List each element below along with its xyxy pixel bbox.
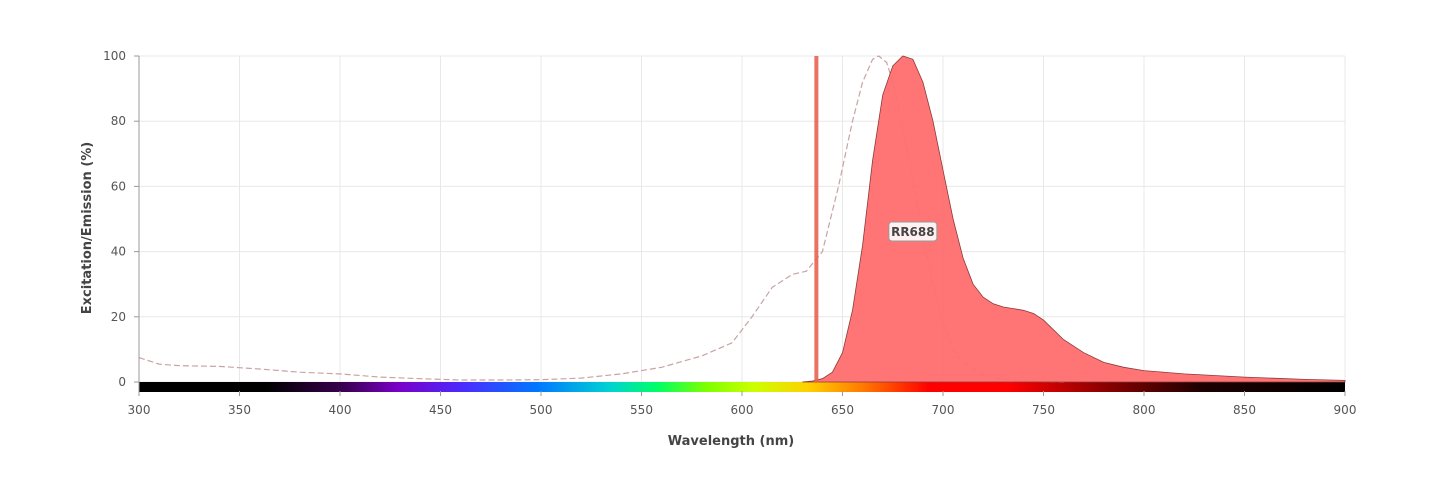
x-tick-label: 850 xyxy=(1233,403,1256,417)
x-tick-label: 900 xyxy=(1334,403,1357,417)
grid-lines xyxy=(138,55,1346,383)
x-tick-label: 800 xyxy=(1133,403,1156,417)
x-tick-label: 450 xyxy=(429,403,452,417)
x-axis-title: Wavelength (nm) xyxy=(668,434,794,449)
y-tick-label: 100 xyxy=(103,49,126,63)
x-tick-label: 750 xyxy=(1032,403,1055,417)
series-label: RR688 xyxy=(888,221,938,242)
y-axis-title: Excitation/Emission (%) xyxy=(80,142,95,314)
x-tick-label: 600 xyxy=(731,403,754,417)
series-label-text: RR688 xyxy=(891,225,935,239)
spectrum-color-bar xyxy=(139,382,1345,392)
x-tick-label: 400 xyxy=(329,403,352,417)
series-layer xyxy=(138,55,1346,383)
emission-area xyxy=(802,55,1346,383)
y-tick-label: 80 xyxy=(111,114,126,128)
spectrum-gradient-bar xyxy=(139,382,1345,392)
y-tick-label: 40 xyxy=(111,245,126,259)
x-tick-label: 550 xyxy=(630,403,653,417)
x-tick-label: 500 xyxy=(530,403,553,417)
x-tick-label: 300 xyxy=(128,403,151,417)
labels-layer: RR688 xyxy=(888,221,938,242)
y-tick-label: 0 xyxy=(118,375,126,389)
y-tick-label: 20 xyxy=(111,310,126,324)
x-tick-label: 350 xyxy=(228,403,251,417)
x-tick-label: 650 xyxy=(831,403,854,417)
x-tick-label: 700 xyxy=(932,403,955,417)
laser-line xyxy=(814,56,819,382)
series-label-box xyxy=(888,221,938,242)
axes: 0 20 40 60 80 100 300 350 400 450 500 550 600 650 700 7… xyxy=(103,49,1356,417)
y-tick-label: 60 xyxy=(111,179,126,193)
